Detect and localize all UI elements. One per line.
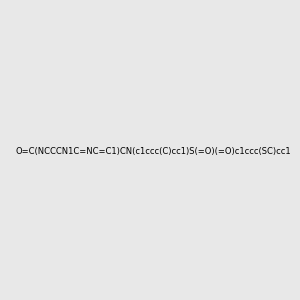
Text: O=C(NCCCN1C=NC=C1)CN(c1ccc(C)cc1)S(=O)(=O)c1ccc(SC)cc1: O=C(NCCCN1C=NC=C1)CN(c1ccc(C)cc1)S(=O)(=… [16, 147, 292, 156]
